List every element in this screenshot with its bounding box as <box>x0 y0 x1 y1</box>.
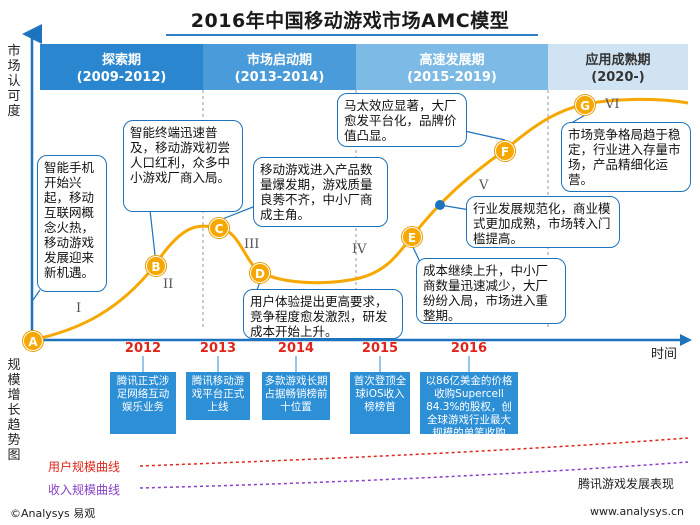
phase-band-4 <box>548 44 688 90</box>
x-axis-arrow <box>680 334 692 346</box>
point-g: G <box>575 95 595 115</box>
user-scale-curve <box>139 437 689 467</box>
point-b: B <box>146 256 166 276</box>
phase-name-4: 应用成熟期 <box>585 53 651 68</box>
phase-name-3: 高速发展期 <box>419 53 485 68</box>
legend-revenue-scale: 收入规模曲线 <box>48 483 121 497</box>
point-a: A <box>23 331 43 351</box>
timeline-year-2015: 2015 <box>361 341 399 356</box>
footer-url: www.analysys.cn <box>590 505 684 518</box>
footer-note: 腾讯游戏发展表现 <box>578 477 675 491</box>
callout-a: 智能手机开始兴起，移动互联网概念火热，移动游戏发展迎来新机遇。 <box>37 155 107 292</box>
phase-name-2: 市场启动期 <box>246 53 312 68</box>
stage-roman-1: I <box>76 301 82 316</box>
timeline-year-2014: 2014 <box>277 341 315 356</box>
timeline-event-2016: 以86亿美金的价格收购Supercell 84.3%的股权，创全球游戏行业最大规… <box>420 372 518 439</box>
connector-a <box>32 289 41 301</box>
point-c: C <box>209 218 229 238</box>
timeline-event-2014: 多款游戏长期占据畅销榜前十位置 <box>262 372 330 420</box>
phase-years-1: (2009-2012) <box>76 70 167 85</box>
phase-years-2: (2013-2014) <box>234 70 325 85</box>
legend-user-scale: 用户规模曲线 <box>48 460 121 474</box>
callout-e: 成本继续上升，中小厂商数量迅速减少，大厂纷纷入局，市场进入重整期。 <box>416 258 566 324</box>
timeline-year-2013: 2013 <box>199 341 237 356</box>
stage-roman-6: VI <box>605 97 620 112</box>
stage-roman-2: II <box>163 277 174 292</box>
phase-band-1 <box>40 44 203 90</box>
callout-f: 马太效应显著，大厂愈发平台化，品牌价值凸显。 <box>337 93 467 147</box>
callout-d: 用户体验提出更高要求，竞争程度愈发激烈，研发成本开始上升。 <box>243 289 403 339</box>
point-e: E <box>402 227 422 247</box>
x-axis-label: 时间 <box>651 347 678 362</box>
phase-band-2 <box>203 44 356 90</box>
point-d: D <box>250 263 270 283</box>
callout-c: 移动游戏进入产品数量爆发期，游戏质量良莠不齐，中小厂商成主角。 <box>253 157 388 227</box>
timeline-event-2015: 首次登顶全球iOS收入榜榜首 <box>350 372 410 434</box>
timeline-year-2016: 2016 <box>450 341 488 356</box>
connector-f <box>459 129 506 141</box>
connector-c <box>219 204 259 221</box>
phase-years-4: (2020-) <box>591 70 645 85</box>
connector-b <box>149 209 156 256</box>
phase-name-1: 探索期 <box>101 53 141 68</box>
revenue-scale-curve <box>139 461 689 489</box>
timeline-event-2013: 腾讯移动游戏平台正式上线 <box>186 372 250 420</box>
y-axis-bottom-label: 规模增长趋势图 <box>7 358 21 463</box>
title-underline <box>166 34 538 36</box>
stage-roman-5: V <box>479 178 489 193</box>
timeline-year-2012: 2012 <box>124 341 162 356</box>
stage-roman-4: IV <box>352 242 367 257</box>
y-axis-top-label: 市场认可度 <box>7 44 21 119</box>
phase-band-3 <box>356 44 548 90</box>
callout-g: 市场竞争格局趋于稳定，行业进入存量市场，产品精细化运营。 <box>561 122 691 192</box>
midpoint-dot <box>435 200 445 210</box>
amc-curve <box>31 97 689 342</box>
page-title: 2016年中国移动游戏市场AMC模型 <box>190 10 510 32</box>
callout-mid: 行业发展规范化，商业模式更加成熟，市场转入门槛提高。 <box>466 196 620 248</box>
connector-e <box>411 244 421 263</box>
stage-roman-3: III <box>244 237 260 252</box>
phase-years-3: (2015-2019) <box>407 70 497 85</box>
callout-b: 智能终端迅速普及，移动游戏初尝人口红利，众多中小游戏厂商入局。 <box>123 120 243 212</box>
footer-brand: ©Analysys 易观 <box>10 507 96 520</box>
point-f: F <box>495 141 515 161</box>
timeline-event-2012: 腾讯正式涉足网络互动娱乐业务 <box>110 372 176 434</box>
connector-mid <box>439 204 471 211</box>
